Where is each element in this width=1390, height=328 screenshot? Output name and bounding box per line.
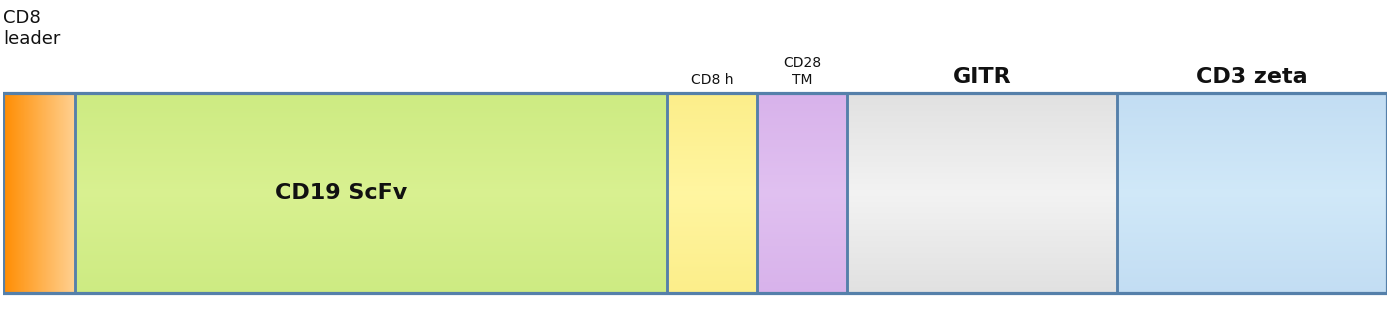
Bar bbox=[75, 93, 667, 293]
Text: CD8
leader: CD8 leader bbox=[3, 9, 60, 48]
Bar bbox=[3, 93, 75, 293]
Text: CD8 h: CD8 h bbox=[691, 72, 734, 87]
Bar bbox=[667, 93, 758, 293]
Bar bbox=[3, 93, 1387, 293]
Bar bbox=[1118, 93, 1387, 293]
Text: CD3 zeta: CD3 zeta bbox=[1197, 67, 1308, 87]
Bar bbox=[848, 93, 1118, 293]
Bar bbox=[758, 93, 848, 293]
Text: CD28
TM: CD28 TM bbox=[783, 56, 821, 87]
Text: CD19 ScFv: CD19 ScFv bbox=[275, 183, 407, 203]
Text: GITR: GITR bbox=[954, 67, 1012, 87]
